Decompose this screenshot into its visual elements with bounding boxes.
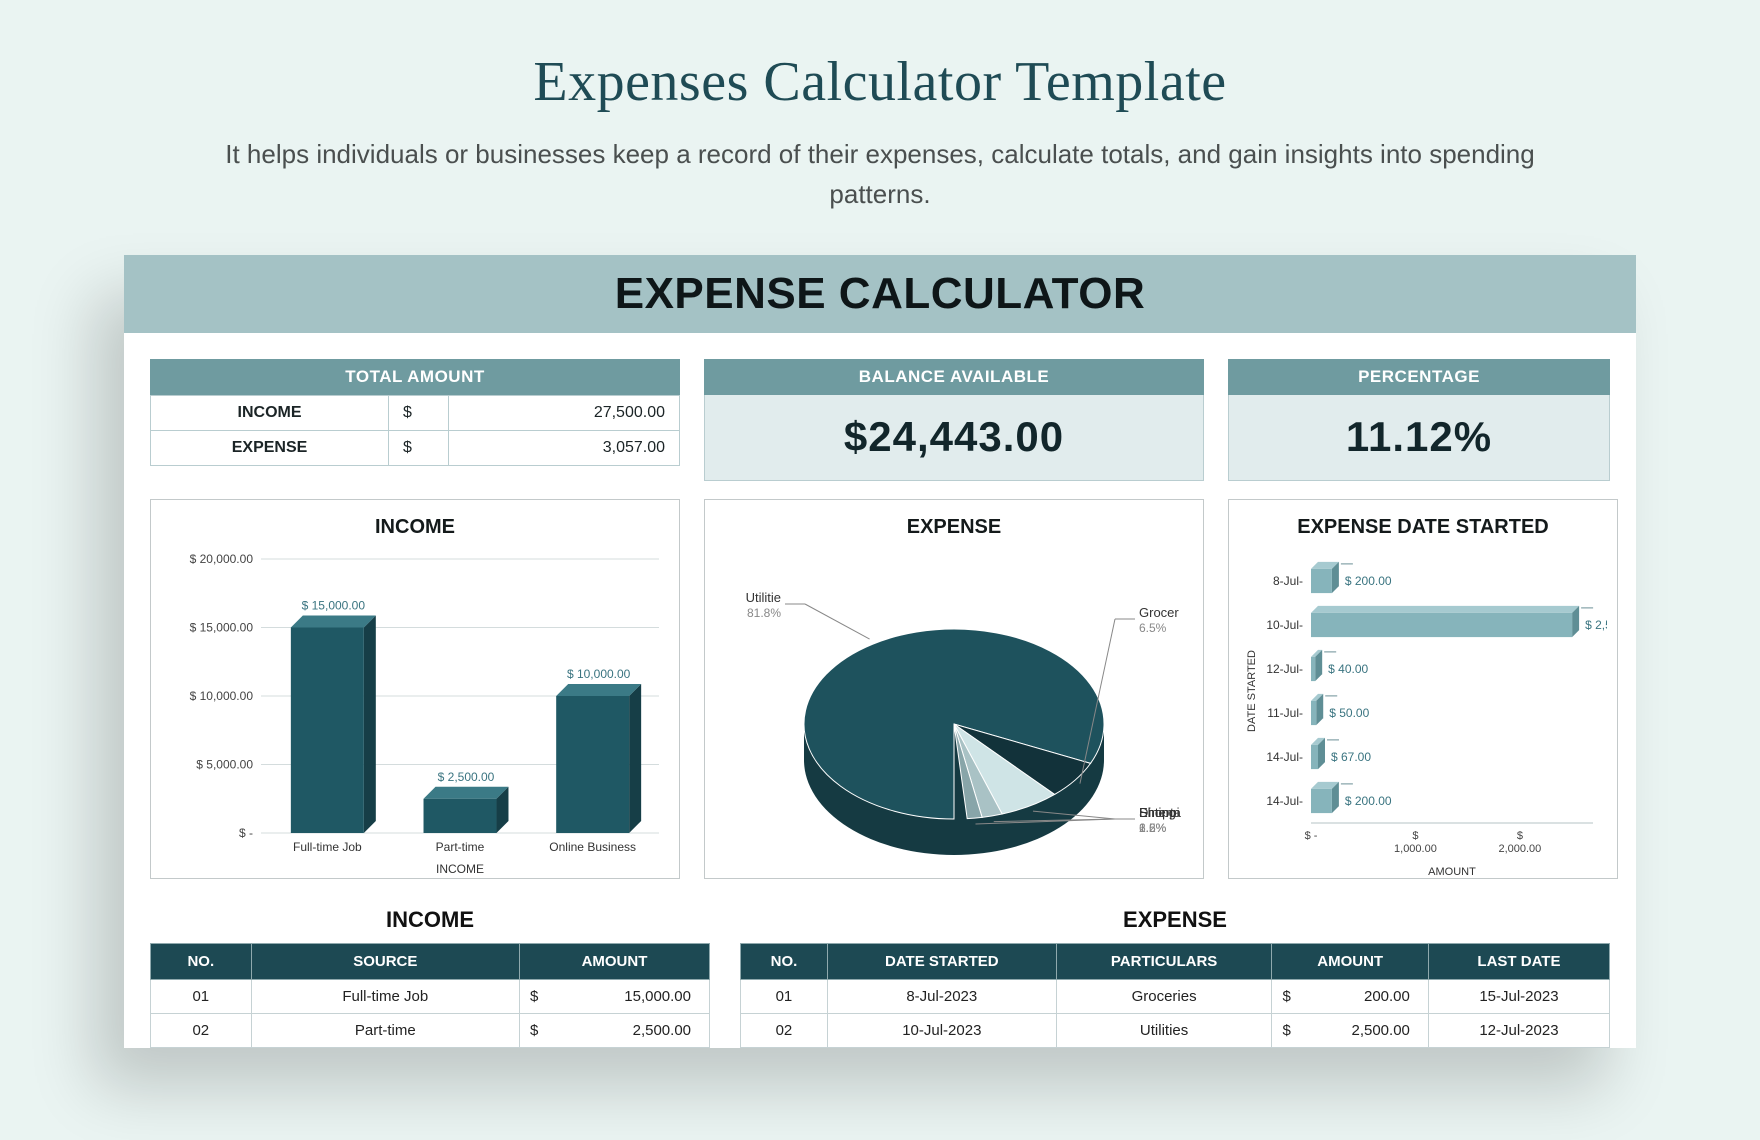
- chart-title: EXPENSE: [715, 516, 1193, 539]
- cell-amount: $200.00: [1272, 979, 1428, 1013]
- totals-value: 3,057.00: [449, 430, 680, 465]
- svg-text:14-Jul-: 14-Jul-: [1266, 750, 1303, 764]
- svg-text:Part-time: Part-time: [436, 840, 485, 854]
- column-header: AMOUNT: [1272, 943, 1428, 979]
- svg-text:AMOUNT: AMOUNT: [1428, 866, 1476, 878]
- income-table: INCOME NO. SOURCE AMOUNT 01 Full-time Jo…: [150, 901, 710, 1048]
- cell-last: 12-Jul-2023: [1428, 1013, 1609, 1047]
- table-row: 02 10-Jul-2023 Utilities $2,500.00 12-Ju…: [741, 1013, 1610, 1047]
- totals-header: TOTAL AMOUNT: [150, 359, 680, 395]
- svg-text:$ 20,000.00: $ 20,000.00: [190, 552, 254, 566]
- cell-no: 01: [151, 979, 252, 1013]
- totals-label: INCOME: [151, 395, 389, 430]
- table-row: 02 Part-time $2,500.00: [151, 1013, 710, 1047]
- svg-text:$ 67.00: $ 67.00: [1331, 750, 1371, 764]
- table-row: EXPENSE $ 3,057.00: [151, 430, 680, 465]
- column-header: NO.: [741, 943, 828, 979]
- svg-text:$ 15,000.00: $ 15,000.00: [302, 598, 366, 612]
- table-row: INCOME $ 27,500.00: [151, 395, 680, 430]
- svg-text:8-Jul-: 8-Jul-: [1273, 574, 1303, 588]
- column-header: LAST DATE: [1428, 943, 1609, 979]
- cell-amount: $2,500.00: [519, 1013, 709, 1047]
- income-bar-chart: INCOME $ - $ 5,000.00 $ 10,000.00 $ 15,000.…: [150, 499, 680, 879]
- percentage-header: PERCENTAGE: [1228, 359, 1610, 395]
- svg-text:$ 200.00: $ 200.00: [1345, 574, 1392, 588]
- table-row: 01 8-Jul-2023 Groceries $200.00 15-Jul-2…: [741, 979, 1610, 1013]
- svg-text:12-Jul-: 12-Jul-: [1266, 662, 1303, 676]
- cell-amount: $2,500.00: [1272, 1013, 1428, 1047]
- svg-text:$ 10,000.00: $ 10,000.00: [567, 667, 631, 681]
- column-header: SOURCE: [251, 943, 519, 979]
- expense-date-chart: EXPENSE DATE STARTED $ 200.00 8-Jul- $ 2,5…: [1228, 499, 1618, 879]
- page-title: Expenses Calculator Template: [0, 50, 1760, 114]
- cell-date: 10-Jul-2023: [827, 1013, 1056, 1047]
- svg-text:$ 200.00: $ 200.00: [1345, 794, 1392, 808]
- table-title: EXPENSE: [740, 901, 1610, 943]
- cell-source: Part-time: [251, 1013, 519, 1047]
- svg-text:Utilitie: Utilitie: [746, 590, 781, 605]
- percentage-panel: PERCENTAGE 11.12%: [1228, 359, 1610, 481]
- amount-text: 200.00: [1364, 988, 1410, 1005]
- svg-text:DATE STARTED: DATE STARTED: [1246, 650, 1258, 732]
- spreadsheet-card: EXPENSE CALCULATOR TOTAL AMOUNT INCOME $…: [124, 255, 1636, 1048]
- svg-text:1,000.00: 1,000.00: [1394, 843, 1437, 855]
- svg-text:10-Jul-: 10-Jul-: [1266, 618, 1303, 632]
- chart-title: INCOME: [161, 516, 669, 539]
- svg-text:Online Business: Online Business: [549, 840, 636, 854]
- table-row: 01 Full-time Job $15,000.00: [151, 979, 710, 1013]
- svg-text:$ 2,500.00: $ 2,500.00: [438, 769, 495, 783]
- totals-label: EXPENSE: [151, 430, 389, 465]
- cell-no: 01: [741, 979, 828, 1013]
- cell-no: 02: [741, 1013, 828, 1047]
- amount-text: 2,500.00: [1351, 1022, 1409, 1039]
- percentage-value: 11.12%: [1228, 395, 1610, 481]
- expense-pie-chart: EXPENSE Utilitie81.8%Grocer6.5%Shoppi6.5…: [704, 499, 1204, 879]
- cell-source: Full-time Job: [251, 979, 519, 1013]
- svg-text:Full-time Job: Full-time Job: [293, 840, 362, 854]
- balance-value: $24,443.00: [704, 395, 1204, 481]
- svg-text:$ 2,500.00: $ 2,500.00: [1585, 618, 1607, 632]
- amount-text: 2,500.00: [633, 1022, 691, 1039]
- column-header: AMOUNT: [519, 943, 709, 979]
- svg-text:$ 5,000.00: $ 5,000.00: [196, 757, 253, 771]
- chart-title: EXPENSE DATE STARTED: [1239, 516, 1607, 539]
- svg-text:11-Jul-: 11-Jul-: [1267, 706, 1303, 720]
- page-subtitle: It helps individuals or businesses keep …: [190, 134, 1570, 215]
- svg-text:INCOME: INCOME: [436, 862, 484, 876]
- sheet-banner: EXPENSE CALCULATOR: [124, 255, 1636, 333]
- svg-text:2,000.00: 2,000.00: [1498, 843, 1541, 855]
- balance-panel: BALANCE AVAILABLE $24,443.00: [704, 359, 1204, 481]
- balance-header: BALANCE AVAILABLE: [704, 359, 1204, 395]
- currency-symbol: $: [389, 430, 449, 465]
- svg-text:$ 10,000.00: $ 10,000.00: [190, 689, 254, 703]
- svg-text:$ 15,000.00: $ 15,000.00: [190, 620, 254, 634]
- cell-no: 02: [151, 1013, 252, 1047]
- cell-part: Groceries: [1056, 979, 1272, 1013]
- column-header: PARTICULARS: [1056, 943, 1272, 979]
- currency-symbol: $: [389, 395, 449, 430]
- svg-text:$ -: $ -: [1305, 830, 1318, 842]
- totals-value: 27,500.00: [449, 395, 680, 430]
- table-title: INCOME: [150, 901, 710, 943]
- totals-panel: TOTAL AMOUNT INCOME $ 27,500.00 EXPENSE …: [150, 359, 680, 481]
- svg-text:$ 50.00: $ 50.00: [1329, 706, 1369, 720]
- cell-last: 15-Jul-2023: [1428, 979, 1609, 1013]
- svg-text:Enterta: Enterta: [1139, 805, 1182, 820]
- svg-text:$ 40.00: $ 40.00: [1328, 662, 1368, 676]
- svg-text:$ -: $ -: [239, 826, 253, 840]
- svg-text:Grocer: Grocer: [1139, 605, 1179, 620]
- svg-text:1.6%: 1.6%: [1139, 821, 1167, 835]
- svg-text:$: $: [1517, 830, 1523, 842]
- svg-text:81.8%: 81.8%: [747, 606, 781, 620]
- svg-text:6.5%: 6.5%: [1139, 621, 1167, 635]
- svg-text:$: $: [1412, 830, 1418, 842]
- cell-date: 8-Jul-2023: [827, 979, 1056, 1013]
- column-header: DATE STARTED: [827, 943, 1056, 979]
- svg-text:14-Jul-: 14-Jul-: [1266, 794, 1303, 808]
- column-header: NO.: [151, 943, 252, 979]
- expense-table: EXPENSE NO. DATE STARTED PARTICULARS AMO…: [740, 901, 1610, 1048]
- cell-part: Utilities: [1056, 1013, 1272, 1047]
- cell-amount: $15,000.00: [519, 979, 709, 1013]
- amount-text: 15,000.00: [624, 988, 691, 1005]
